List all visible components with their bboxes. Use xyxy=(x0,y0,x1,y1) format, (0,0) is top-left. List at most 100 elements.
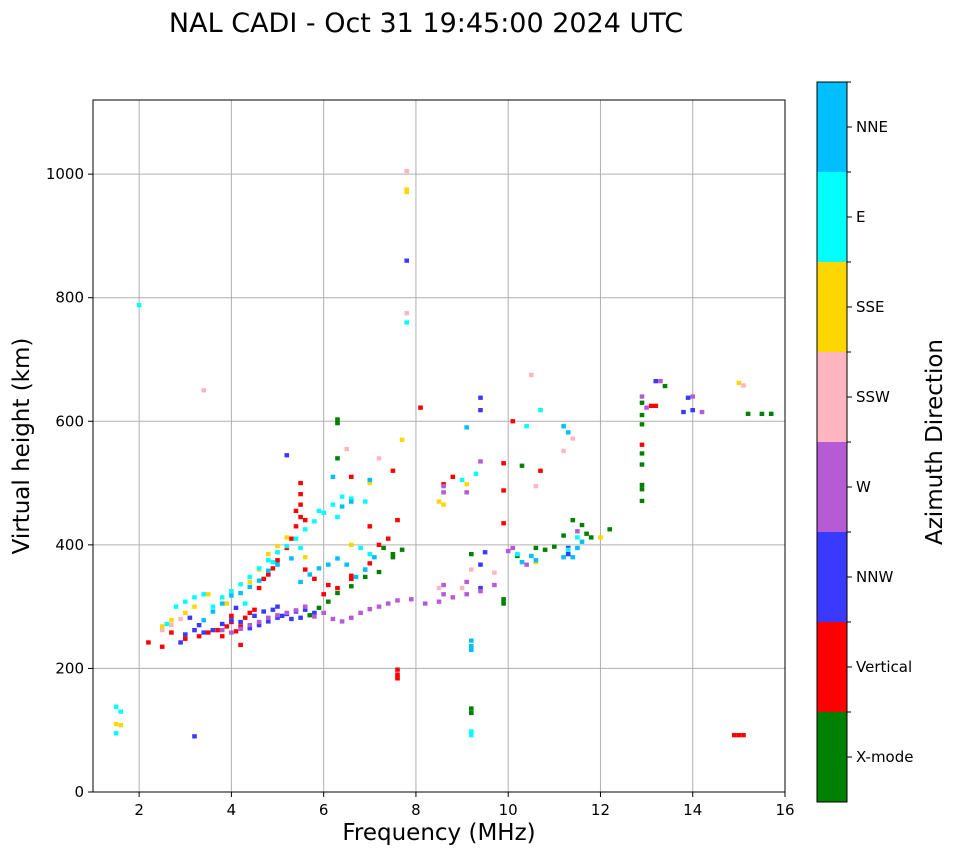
echo-cell-sse xyxy=(247,579,253,585)
echo-cell-nnw xyxy=(284,453,290,458)
echo-cell-ssw xyxy=(459,585,465,591)
echo-cell-e xyxy=(321,510,326,515)
echo-cell-nne xyxy=(326,562,331,567)
echo-cell-nne xyxy=(238,590,243,596)
echo-cell-vertical xyxy=(159,644,165,649)
echo-cell-w xyxy=(275,613,280,618)
echo-cell-vertical xyxy=(275,558,280,563)
echo-cell-x-mode xyxy=(335,590,340,596)
echo-cell-e xyxy=(201,592,206,597)
echo-cell-nne xyxy=(575,545,580,551)
echo-cell-vertical xyxy=(741,733,746,738)
colorbar-label-ssw: SSW xyxy=(856,388,890,406)
echo-cell-x-mode xyxy=(501,601,506,606)
echo-cell-e xyxy=(302,527,308,532)
echo-cell-nnw xyxy=(275,615,280,620)
echo-cell-w xyxy=(238,626,243,631)
echo-cell-e xyxy=(219,595,225,600)
echo-cell-e xyxy=(335,514,340,520)
echo-cell-vertical xyxy=(238,624,243,629)
echo-cell-nnw xyxy=(478,585,483,591)
echo-cell-nne xyxy=(344,562,349,567)
echo-cell-e xyxy=(266,558,271,563)
echo-cell-sse xyxy=(736,380,742,386)
echo-cell-ssw xyxy=(561,448,566,454)
echo-cell-x-mode xyxy=(399,547,405,552)
echo-cell-vertical xyxy=(215,628,220,633)
echo-cell-vertical xyxy=(233,629,239,634)
echo-cell-x-mode xyxy=(639,487,645,492)
echo-cell-e xyxy=(173,604,179,609)
echo-cell-w xyxy=(367,607,373,612)
echo-cell-x-mode xyxy=(533,545,539,551)
y-axis-label: Virtual height (km) xyxy=(9,338,35,555)
echo-cell-nne xyxy=(565,430,571,435)
echo-cell-nnw xyxy=(178,640,183,645)
echo-cell-nnw xyxy=(690,408,695,413)
echo-cell-e xyxy=(565,547,571,552)
echo-cell-nnw xyxy=(201,630,206,635)
echo-cell-x-mode xyxy=(469,552,474,557)
echo-cell-vertical xyxy=(247,610,253,615)
echo-cell-vertical xyxy=(256,585,262,591)
echo-cell-nne xyxy=(469,638,474,643)
echo-cell-w xyxy=(699,409,705,415)
echo-cell-w xyxy=(321,610,326,615)
colorbar-segment-sse xyxy=(817,262,847,352)
echo-cell-nne xyxy=(469,647,474,652)
echo-cell-w xyxy=(478,589,483,594)
echo-cell-nnw xyxy=(289,616,294,622)
echo-cell-x-mode xyxy=(469,710,474,716)
echo-cell-vertical xyxy=(266,572,271,577)
echo-cell-nnw xyxy=(681,409,686,415)
echo-cell-ssw xyxy=(169,623,174,628)
echo-cell-nne xyxy=(561,424,566,429)
echo-cell-x-mode xyxy=(307,613,313,618)
colorbar-label-sse: SSE xyxy=(856,298,885,316)
echo-cell-nnw xyxy=(229,618,234,623)
echo-cell-w xyxy=(256,619,262,625)
echo-cell-sse xyxy=(206,592,211,597)
echo-cell-w xyxy=(464,490,469,495)
echo-cell-vertical xyxy=(302,518,308,523)
echo-cell-vertical xyxy=(367,561,373,566)
echo-cell-sse xyxy=(183,610,188,615)
echo-cell-x-mode xyxy=(639,462,645,467)
echo-cell-w xyxy=(422,601,428,606)
echo-cell-nnw xyxy=(183,632,188,637)
echo-cell-vertical xyxy=(395,518,400,523)
echo-cell-vertical xyxy=(376,542,382,547)
echo-cell-x-mode xyxy=(588,535,594,540)
x-tick-label: 12 xyxy=(591,801,610,819)
echo-cell-nnw xyxy=(266,619,271,624)
echo-cell-x-mode xyxy=(579,522,585,528)
colorbar-label-nnw: NNW xyxy=(856,568,893,586)
echo-cell-w xyxy=(464,579,469,585)
echo-cell-nne xyxy=(464,425,469,430)
x-tick-label: 6 xyxy=(319,801,329,819)
echo-cell-x-mode xyxy=(326,599,331,604)
echo-cell-vertical xyxy=(183,636,188,641)
data-cells xyxy=(113,168,774,739)
echo-cell-nnw xyxy=(261,609,266,614)
colorbar-label-vertical: Vertical xyxy=(856,658,912,676)
echo-cell-ssw xyxy=(201,388,206,393)
echo-cell-vertical xyxy=(648,403,654,408)
echo-cell-vertical xyxy=(349,573,354,578)
echo-cell-sse xyxy=(464,482,469,487)
echo-cell-w xyxy=(266,615,271,620)
echo-cell-sse xyxy=(441,502,446,507)
echo-cell-x-mode xyxy=(584,531,589,536)
echo-cell-vertical xyxy=(538,468,543,473)
echo-cell-w xyxy=(376,604,382,609)
echo-cell-nnw xyxy=(270,607,276,612)
echo-cell-ssw xyxy=(404,168,409,174)
echo-cell-vertical xyxy=(349,576,354,581)
echo-cell-ssw xyxy=(570,436,576,441)
echo-cell-nnw xyxy=(653,379,659,384)
echo-cell-vertical xyxy=(321,592,326,597)
echo-cell-e xyxy=(349,496,354,501)
echo-cell-vertical xyxy=(326,582,331,588)
echo-cell-nne xyxy=(210,609,216,614)
